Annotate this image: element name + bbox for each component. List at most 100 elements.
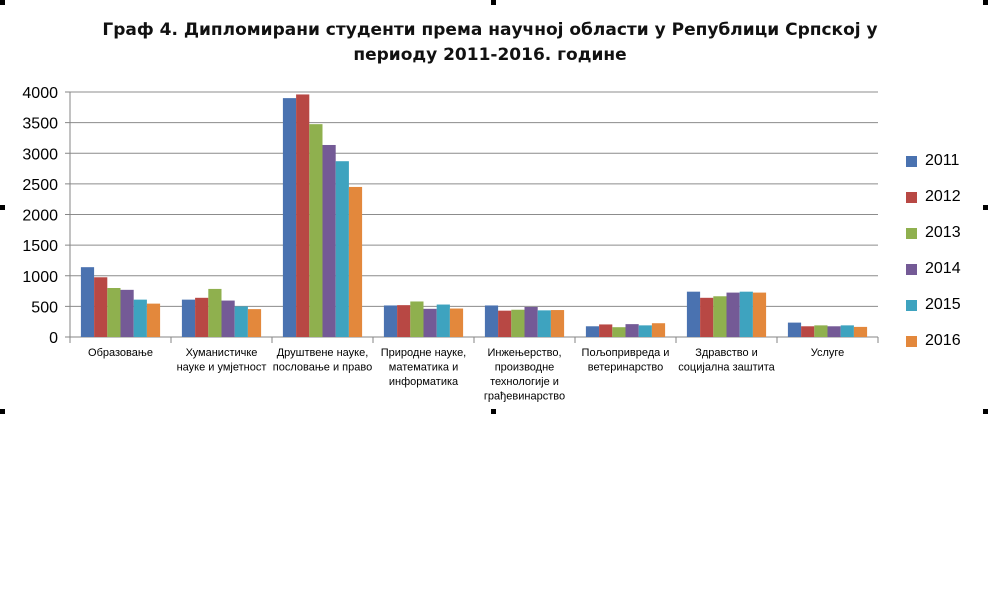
x-tick-label: Образовање (88, 347, 153, 359)
y-tick-label: 0 (49, 330, 58, 347)
x-tick-label: Услуге (811, 347, 845, 359)
legend-item: 2013 (906, 215, 986, 251)
legend-swatch (906, 227, 917, 239)
chart-title: Граф 4. Дипломирани студенти према научн… (102, 20, 878, 65)
legend-swatch (906, 263, 917, 275)
bar-2012 (700, 297, 714, 337)
resize-handle-top-left[interactable] (0, 0, 5, 5)
bar-2012 (599, 324, 613, 337)
x-tick-label: Здравство и (695, 347, 758, 359)
legend-item: 2012 (906, 179, 986, 215)
x-tick-label: пословање и право (273, 362, 372, 374)
legend-label: 2012 (925, 188, 961, 205)
bar-2016 (247, 309, 262, 337)
legend-swatch (906, 299, 917, 311)
resize-handle-top-center[interactable] (491, 0, 496, 5)
bar-2016 (853, 326, 868, 337)
legend-swatch (906, 191, 917, 203)
legend-label: 2014 (925, 260, 961, 277)
y-tick-label: 3000 (22, 146, 58, 163)
bar-2014 (726, 292, 740, 337)
bar-2015 (335, 161, 349, 337)
bar-2015 (840, 325, 854, 337)
bar-2014 (524, 306, 538, 337)
x-tick-label: науке и умјетност (177, 362, 267, 374)
resize-handle-middle-right[interactable] (983, 205, 988, 210)
y-tick-label: 500 (31, 299, 58, 316)
bar-2016 (550, 310, 565, 337)
legend-label: 2013 (925, 224, 961, 241)
legend-swatch (906, 155, 917, 167)
bar-2016 (651, 323, 666, 337)
bar-2014 (322, 144, 336, 337)
bar-2011 (787, 322, 802, 337)
legend-item: 2015 (906, 287, 986, 323)
x-tick-label: производне (495, 362, 555, 374)
bar-2011 (383, 305, 398, 337)
y-tick-label: 1500 (22, 238, 58, 255)
x-tick-label: грађевинарство (484, 391, 565, 403)
x-tick-label: ветеринарство (588, 362, 663, 374)
bar-2013 (410, 301, 424, 337)
resize-handle-bottom-right[interactable] (983, 409, 988, 414)
x-tick-label: Друштвене науке, (277, 347, 369, 359)
x-tick-label: Пољопривреда и (582, 347, 670, 359)
bar-2011 (80, 267, 95, 337)
bar-2013 (107, 288, 121, 337)
legend-item: 2011 (906, 143, 986, 179)
legend-item: 2014 (906, 251, 986, 287)
legend-label: 2011 (925, 152, 960, 169)
x-tick-label: Природне науке, (381, 347, 467, 359)
bar-2011 (686, 291, 701, 337)
bar-2012 (801, 326, 815, 337)
bar-2012 (296, 94, 310, 337)
bar-2013 (511, 309, 525, 337)
bar-2016 (146, 303, 161, 337)
chart-legend: 2011 2012 2013 2014 2015 2016 (906, 143, 986, 359)
bar-2012 (94, 277, 108, 337)
x-tick-label: технологије и (490, 376, 559, 388)
y-tick-label: 1000 (22, 269, 58, 286)
bar-2015 (436, 304, 450, 337)
x-tick-label: математика и (389, 362, 458, 374)
legend-label: 2015 (925, 296, 961, 313)
bar-2013 (612, 327, 626, 337)
bar-2014 (827, 326, 841, 337)
bar-2015 (537, 310, 551, 337)
bar-2011 (181, 299, 196, 337)
bar-2015 (133, 299, 147, 337)
x-tick-label: информатика (389, 376, 459, 388)
bar-2012 (397, 305, 411, 337)
x-tick-label: социјална заштита (678, 362, 775, 374)
bar-2016 (348, 186, 363, 337)
bar-2013 (814, 325, 828, 337)
resize-handle-bottom-center[interactable] (491, 409, 496, 414)
bar-2012 (195, 297, 209, 337)
y-tick-label: 3500 (22, 116, 58, 133)
bar-2011 (282, 98, 297, 337)
bar-2013 (309, 124, 323, 337)
legend-item: 2016 (906, 323, 986, 359)
resize-handle-bottom-left[interactable] (0, 409, 5, 414)
bar-2012 (498, 310, 512, 337)
y-tick-label: 2500 (22, 177, 58, 194)
bar-2016 (752, 292, 767, 337)
bar-2013 (713, 296, 727, 337)
bar-2014 (120, 289, 134, 337)
bar-2014 (423, 308, 437, 337)
x-tick-label: Хуманистичке (186, 347, 258, 359)
bar-2015 (638, 325, 652, 337)
y-tick-label: 2000 (22, 208, 58, 225)
resize-handle-middle-left[interactable] (0, 205, 5, 210)
bar-2015 (234, 306, 248, 337)
resize-handle-top-right[interactable] (983, 0, 988, 5)
bar-2016 (449, 308, 464, 337)
legend-label: 2016 (925, 332, 961, 349)
bar-2015 (739, 291, 753, 337)
x-tick-label: Инжењерство, (487, 347, 561, 359)
bar-2014 (625, 324, 639, 337)
bar-2013 (208, 288, 222, 337)
y-tick-label: 4000 (22, 85, 58, 102)
